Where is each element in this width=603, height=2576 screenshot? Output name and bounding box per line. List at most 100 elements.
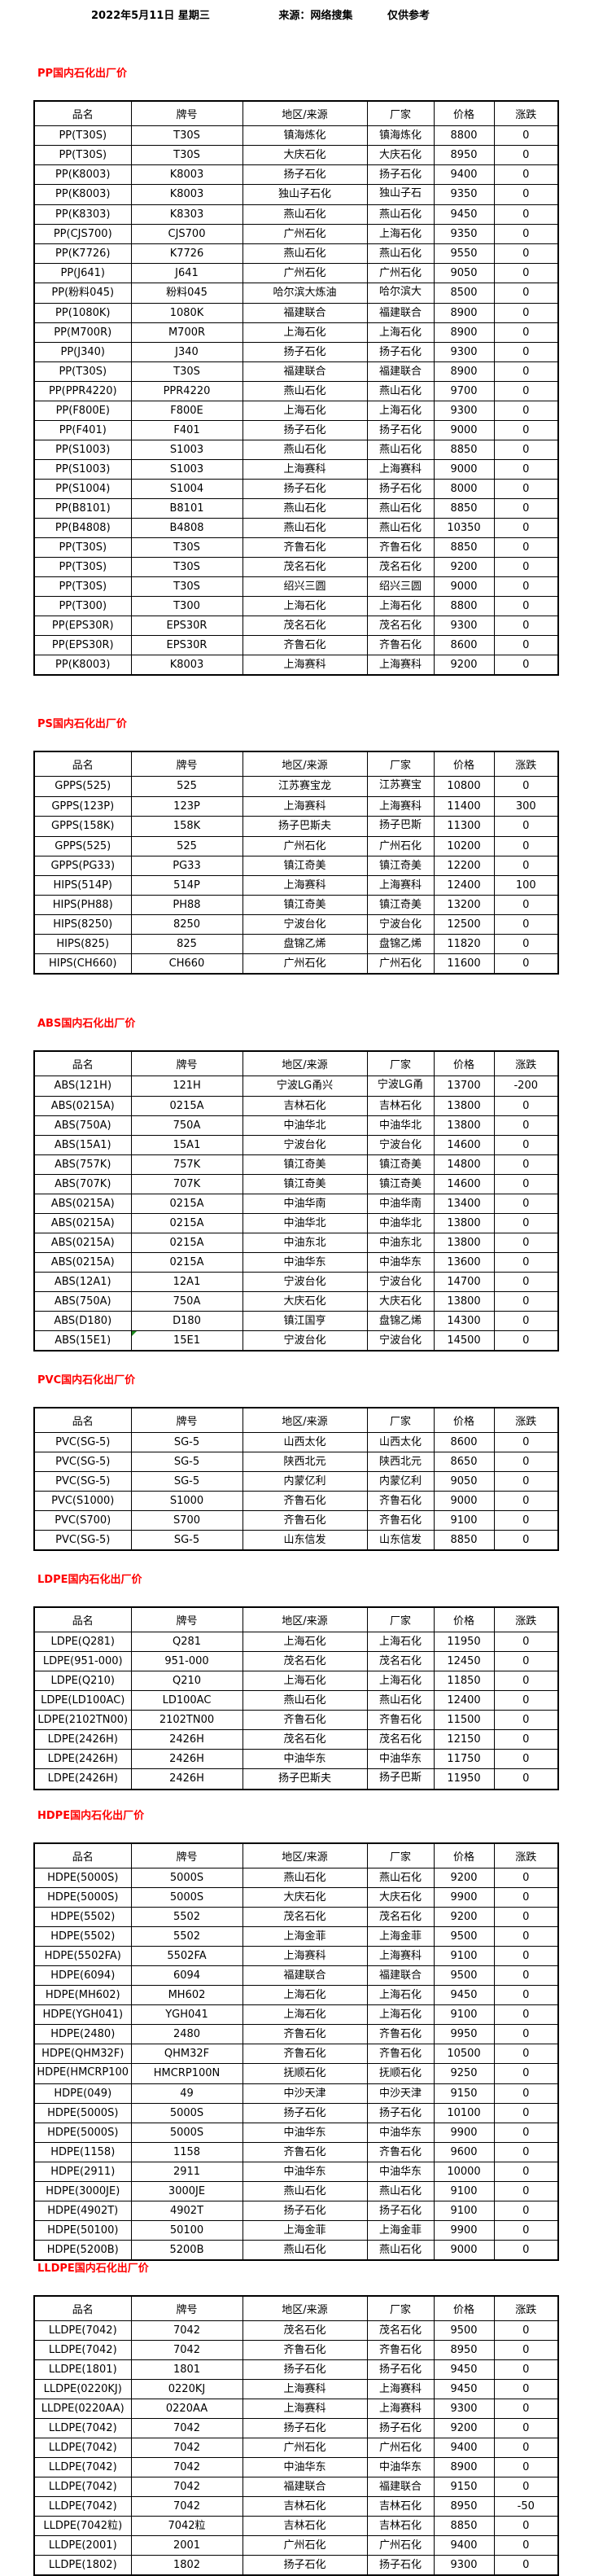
cell-grade: 5000S (130, 1887, 243, 1908)
cell-grade: 5502 (130, 1907, 243, 1927)
cell-change: 0 (493, 1174, 559, 1194)
cell-region: 宁波台化 (242, 1330, 368, 1352)
cell-grade: 5000S (130, 2123, 243, 2143)
table-row: LLDPE(1802) 1802 扬子石化 扬子石化 9300 0 (33, 2555, 559, 2576)
cell-price: 9000 (433, 1491, 495, 1511)
cell-factory: 齐鲁石化 (366, 2340, 435, 2360)
cell-product: HDPE(1158) (33, 2142, 132, 2162)
cell-price: 8950 (433, 145, 495, 165)
cell-product: LLDPE(7042) (33, 2496, 132, 2517)
cell-change: 0 (493, 836, 559, 856)
cell-change: 0 (493, 224, 559, 244)
doc-date: 2022年5月11日 星期三 (91, 10, 210, 22)
column-header-2: 地区/来源 (242, 2295, 368, 2321)
table-row: HIPS(8250) 8250 宁波台化 宁波台化 12500 0 (33, 914, 559, 935)
cell-region: 宁波LG甬兴 (242, 1076, 368, 1097)
cell-factory: 中油华东 (366, 1749, 435, 1769)
cell-price: 9250 (433, 2063, 495, 2084)
section-title: PP国内石化出厂价 (37, 68, 128, 80)
cell-factory: 扬子石化 (366, 420, 435, 440)
cell-change: 0 (493, 1946, 559, 1966)
cell-grade: 123P (130, 796, 243, 817)
cell-product: PVC(SG-5) (33, 1432, 132, 1452)
cell-change: 0 (493, 361, 559, 382)
cell-product: PVC(S1000) (33, 1491, 132, 1511)
cell-factory: 扬子石化 (366, 342, 435, 362)
cell-price: 10500 (433, 2044, 495, 2064)
cell-factory: 齐鲁石化 (366, 537, 435, 558)
table-row: LDPE(LD100AC) LD100AC 燕山石化 燕山石化 12400 0 (33, 1690, 559, 1711)
table-row: PVC(SG-5) SG-5 陕西北元 陕西北元 8650 0 (33, 1452, 559, 1472)
table-row: LDPE(2102TN00) 2102TN00 齐鲁石化 齐鲁石化 11500 0 (33, 1710, 559, 1730)
price-table: 品名 牌号 地区/来源 厂家 价格 涨跌 HDPE(5000S) 5000S 燕山石化 燕山石化… (33, 1842, 559, 2261)
cell-factory: 齐鲁石化 (366, 2142, 435, 2162)
cell-price: 8600 (433, 1432, 495, 1452)
cell-price: 8650 (433, 1452, 495, 1472)
cell-change: 0 (493, 401, 559, 421)
cell-factory: 抚顺石化 (366, 2063, 435, 2084)
cell-factory: 镇江奇美 (366, 895, 435, 915)
cell-product: PP(M700R) (33, 322, 132, 343)
cell-grade: 1801 (130, 2359, 243, 2380)
cell-region: 上海赛科 (242, 459, 368, 480)
cell-factory: 广州石化 (366, 2438, 435, 2458)
table-row: PP(CJS700) CJS700 广州石化 上海石化 9350 0 (33, 224, 559, 244)
cell-factory: 镇海炼化 (366, 125, 435, 146)
cell-change: 0 (493, 1530, 559, 1551)
cell-price: 8900 (433, 2457, 495, 2477)
cell-region: 山西太化 (242, 1432, 368, 1452)
column-header-5: 涨跌 (493, 100, 559, 126)
cell-change: 0 (493, 2340, 559, 2360)
cell-price: 8900 (433, 361, 495, 382)
cell-price: 14500 (433, 1330, 495, 1352)
cell-product: PP(J340) (33, 342, 132, 362)
cell-product: HDPE(5000S) (33, 2123, 132, 2143)
cell-product: PP(EPS30R) (33, 616, 132, 636)
cell-region: 广州石化 (242, 263, 368, 283)
cell-region: 茂名石化 (242, 616, 368, 636)
cell-price: 8950 (433, 2340, 495, 2360)
cell-price: 11300 (433, 816, 495, 837)
cell-price: 9400 (433, 2438, 495, 2458)
cell-grade: S1003 (130, 440, 243, 460)
column-header-3: 厂家 (366, 1050, 435, 1076)
price-section-ps: PS国内石化出厂价 品名 牌号 地区/来源 厂家 价格 涨跌 GPPS(525) 525 江苏… (0, 718, 603, 975)
cell-product: HDPE(5502) (33, 1926, 132, 1947)
table-row: HDPE(5200B) 5200B 燕山石化 燕山石化 9000 0 (33, 2240, 559, 2261)
cell-region: 宁波台化 (242, 1272, 368, 1292)
cell-product: LDPE(Q281) (33, 1632, 132, 1652)
cell-grade: T30S (130, 361, 243, 382)
table-row: PP(T30S) T30S 福建联合 福建联合 8900 0 (33, 361, 559, 382)
cell-price: 9300 (433, 401, 495, 421)
cell-region: 中油华东 (242, 2457, 368, 2477)
cell-factory: 中沙天津 (366, 2083, 435, 2104)
cell-region: 上海金菲 (242, 2220, 368, 2241)
cell-price: 14300 (433, 1311, 495, 1331)
section-title: LLDPE国内石化出厂价 (37, 2263, 149, 2275)
cell-region: 广州石化 (242, 953, 368, 975)
column-header-5: 涨跌 (493, 1606, 559, 1632)
cell-product: GPPS(525) (33, 776, 132, 797)
cell-factory: 中油华东 (366, 2457, 435, 2477)
table-row: PP(S1004) S1004 扬子石化 扬子石化 8000 0 (33, 479, 559, 499)
cell-change: 0 (493, 2438, 559, 2458)
table-row: LLDPE(7042) 7042 中油华东 中油华东 8900 0 (33, 2457, 559, 2477)
table-row: HDPE(5502) 5502 茂名石化 茂名石化 9200 0 (33, 1907, 559, 1927)
cell-change: 0 (493, 263, 559, 283)
cell-grade: PG33 (130, 856, 243, 876)
cell-grade: 1802 (130, 2555, 243, 2576)
cell-change: 0 (493, 914, 559, 935)
table-header-row: 品名 牌号 地区/来源 厂家 价格 涨跌 (33, 1606, 559, 1632)
cell-change: 0 (493, 1154, 559, 1175)
cell-price: 9950 (433, 2024, 495, 2044)
cell-change: 0 (493, 2083, 559, 2104)
section-title: ABS国内石化出厂价 (37, 1018, 136, 1030)
cell-price: 8500 (433, 283, 495, 304)
cell-grade: 2480 (130, 2024, 243, 2044)
table-row: PP(K8303) K8303 燕山石化 燕山石化 9450 0 (33, 204, 559, 225)
cell-grade: 2102TN00 (130, 1710, 243, 1730)
cell-price: 9200 (433, 557, 495, 577)
table-row: PP(T30S) T30S 大庆石化 大庆石化 8950 0 (33, 145, 559, 165)
cell-price: 8600 (433, 635, 495, 655)
cell-price: 9100 (433, 2181, 495, 2201)
